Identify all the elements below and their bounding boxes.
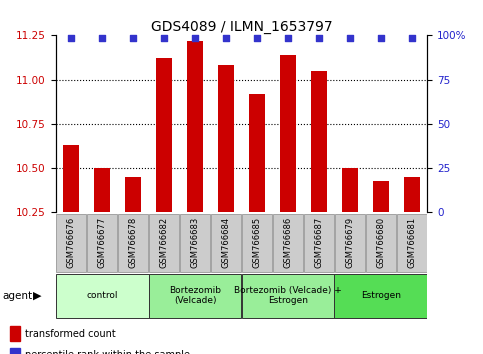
Bar [342,168,358,212]
Text: Estrogen: Estrogen [361,291,401,300]
Bar [211,213,242,272]
Bar [187,41,203,212]
Bar [56,274,149,318]
Bar [218,65,234,212]
Bar [63,145,79,212]
Bar [334,274,427,318]
Point [253,35,261,41]
Text: GSM766682: GSM766682 [159,217,169,268]
Bar [280,55,296,212]
Point [284,35,292,41]
Bar [242,213,272,272]
Text: percentile rank within the sample: percentile rank within the sample [25,350,190,354]
Point [191,35,199,41]
Bar [366,213,397,272]
Bar [311,71,327,212]
Bar [272,213,303,272]
Point [377,35,385,41]
Bar [373,181,389,212]
Point [67,35,75,41]
Bar [56,213,86,272]
Bar [10,326,20,341]
Bar [149,213,179,272]
Point [408,35,416,41]
Bar [156,58,172,212]
Bar [335,213,365,272]
Bar [249,94,265,212]
Point [222,35,230,41]
Text: GSM766681: GSM766681 [408,217,416,268]
Text: GSM766678: GSM766678 [128,217,138,268]
Bar [149,274,242,318]
Text: GSM766685: GSM766685 [253,217,261,268]
Bar [118,213,148,272]
Text: GSM766677: GSM766677 [98,217,107,268]
Point [315,35,323,41]
Point [346,35,354,41]
Point [129,35,137,41]
Text: Bortezomib (Velcade) +
Estrogen: Bortezomib (Velcade) + Estrogen [234,286,342,305]
Bar [242,274,334,318]
Point [160,35,168,41]
Point [98,35,106,41]
Text: control: control [86,291,118,300]
Bar [397,213,427,272]
Text: GSM766687: GSM766687 [314,217,324,268]
Bar [94,168,110,212]
Text: GSM766680: GSM766680 [376,217,385,268]
Title: GDS4089 / ILMN_1653797: GDS4089 / ILMN_1653797 [151,21,332,34]
Text: ▶: ▶ [33,291,42,301]
Bar [304,213,334,272]
Bar [10,348,20,354]
Text: GSM766679: GSM766679 [345,217,355,268]
Bar [86,213,117,272]
Text: Bortezomib
(Velcade): Bortezomib (Velcade) [169,286,221,305]
Text: agent: agent [2,291,32,301]
Text: GSM766684: GSM766684 [222,217,230,268]
Text: transformed count: transformed count [25,329,115,339]
Text: GSM766676: GSM766676 [67,217,75,268]
Bar [125,177,141,212]
Text: GSM766686: GSM766686 [284,217,293,268]
Text: GSM766683: GSM766683 [190,217,199,268]
Bar [180,213,211,272]
Bar [404,177,420,212]
